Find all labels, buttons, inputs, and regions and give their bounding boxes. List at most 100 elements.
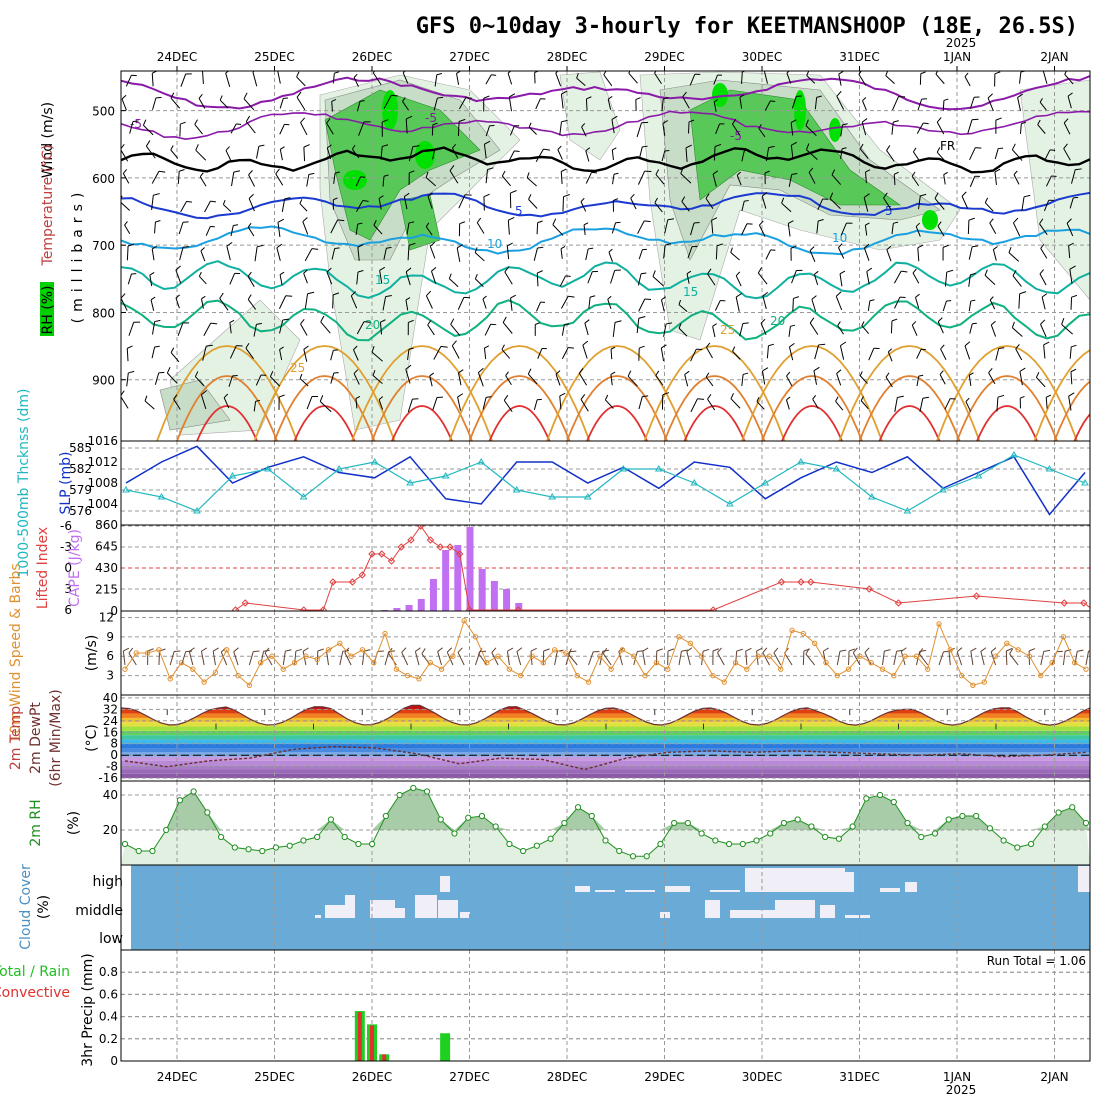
wind-barb-flag	[180, 121, 186, 125]
wind-barb	[1063, 148, 1071, 161]
wind-barb	[225, 73, 231, 87]
rh2m-marker	[492, 823, 499, 830]
wind-barb-flag	[486, 396, 492, 398]
wind-barb	[887, 351, 893, 362]
wind-barb	[764, 100, 771, 111]
wind-barb-flag	[210, 322, 218, 325]
wind10m-marker	[868, 659, 874, 666]
temp2m-tick-label: 8	[110, 737, 118, 751]
wind-barb-flag	[790, 245, 797, 249]
wind-barb-flag	[452, 144, 457, 149]
wind-barb	[766, 345, 769, 359]
wind10m-marker	[721, 679, 727, 685]
wind-barb-flag	[255, 399, 261, 402]
wind10m-marker	[778, 666, 784, 672]
cloud-high-label: high	[92, 874, 123, 890]
wind-barb	[1039, 101, 1047, 111]
wind-barb-flag	[818, 343, 826, 346]
wind-barb-flag	[811, 295, 817, 300]
rh2m-marker	[1055, 809, 1062, 816]
wind-barb-flag	[716, 243, 724, 247]
wind-barb	[831, 174, 842, 185]
wind-barb	[201, 298, 204, 309]
wind-barb	[194, 124, 203, 135]
wind-barb-flag	[972, 245, 979, 248]
wind-barb	[561, 324, 565, 336]
wind-barb	[968, 300, 972, 312]
top-date-label: 2JAN	[1040, 50, 1068, 64]
cape-bar	[405, 605, 413, 611]
wind-barb	[602, 653, 612, 666]
wind10m-marker	[857, 653, 863, 659]
slp-axis-label: SLP (mb)	[58, 451, 74, 514]
cape-tick-label: 430	[95, 561, 118, 575]
thickness-tick-label: 582	[69, 462, 92, 476]
wind-barb-flag	[995, 117, 1002, 121]
wind-barb	[528, 199, 538, 209]
wind-barb-flag	[893, 120, 899, 123]
wind-barb-flag	[212, 647, 219, 652]
temp-contour-dome	[1073, 412, 1090, 441]
wind-barb-flag	[612, 147, 617, 151]
wind-barb	[937, 321, 944, 334]
wind-barb	[361, 651, 365, 666]
rh2m-marker	[533, 842, 540, 849]
wind-barb	[383, 248, 387, 260]
wind-barb	[264, 652, 273, 666]
wind-barb	[303, 273, 308, 284]
top-date-label: 25DEC	[254, 50, 294, 64]
wind-barb	[509, 125, 515, 136]
wind-barb-flag	[667, 648, 675, 652]
wind-barb-flag	[122, 169, 128, 174]
temp2m-axis-label: 2m Temp	[8, 706, 24, 770]
wind-barb	[840, 148, 843, 159]
wind-barb-flag	[476, 217, 482, 223]
wind-barb	[1068, 245, 1071, 259]
wind-barb	[808, 172, 816, 184]
wind-barb	[151, 346, 156, 359]
wind-barb	[861, 122, 867, 136]
wind-barb-flag	[154, 319, 161, 323]
wind-barb-flag	[1013, 217, 1019, 224]
wind-barb	[705, 347, 713, 359]
rh2m-marker	[767, 830, 774, 837]
wind-barb-flag	[371, 345, 375, 353]
top-date-label: 30DEC	[742, 50, 782, 64]
thickness-marker	[264, 465, 272, 472]
wind-barb-flag	[326, 118, 331, 124]
temp-color-band	[121, 709, 1090, 714]
rh2m-marker	[574, 804, 582, 811]
wind-barb-flag	[918, 374, 924, 377]
wind-barb	[603, 74, 613, 87]
wind-barb	[383, 94, 392, 109]
wind-barb	[330, 219, 339, 234]
wind-barb-flag	[198, 271, 202, 277]
wind-barb-flag	[219, 292, 224, 299]
wind-barb	[610, 349, 613, 360]
wind-barb-flag	[1066, 218, 1072, 224]
wind-barb	[331, 101, 333, 112]
li-tick-label: 3	[64, 582, 72, 596]
wind-barb-flag	[179, 169, 185, 172]
wind-barb-flag	[736, 171, 742, 176]
wind-barb-flag	[201, 647, 208, 652]
wind-barb-flag	[1041, 293, 1048, 298]
wind-barb-flag	[225, 146, 230, 151]
wind-barb-flag	[642, 145, 648, 148]
wind-barb-flag	[678, 323, 682, 329]
wind-barb-flag	[543, 148, 551, 151]
wind-barb-flag	[223, 393, 229, 399]
wind-barb	[247, 226, 255, 237]
cape-bar	[454, 545, 462, 611]
cloud-high-block	[440, 876, 450, 892]
rh2m-marker	[423, 788, 431, 795]
wind-barb-flag	[170, 347, 175, 353]
wind-barb	[781, 202, 792, 213]
wind-barb-flag	[408, 221, 415, 224]
wind-barb-flag	[961, 191, 967, 197]
wind-barb-flag	[333, 197, 338, 201]
wind-barb	[299, 203, 308, 212]
wind-barb	[936, 121, 945, 135]
wind-barb-flag	[537, 270, 543, 274]
wind-barb-flag	[247, 222, 252, 228]
